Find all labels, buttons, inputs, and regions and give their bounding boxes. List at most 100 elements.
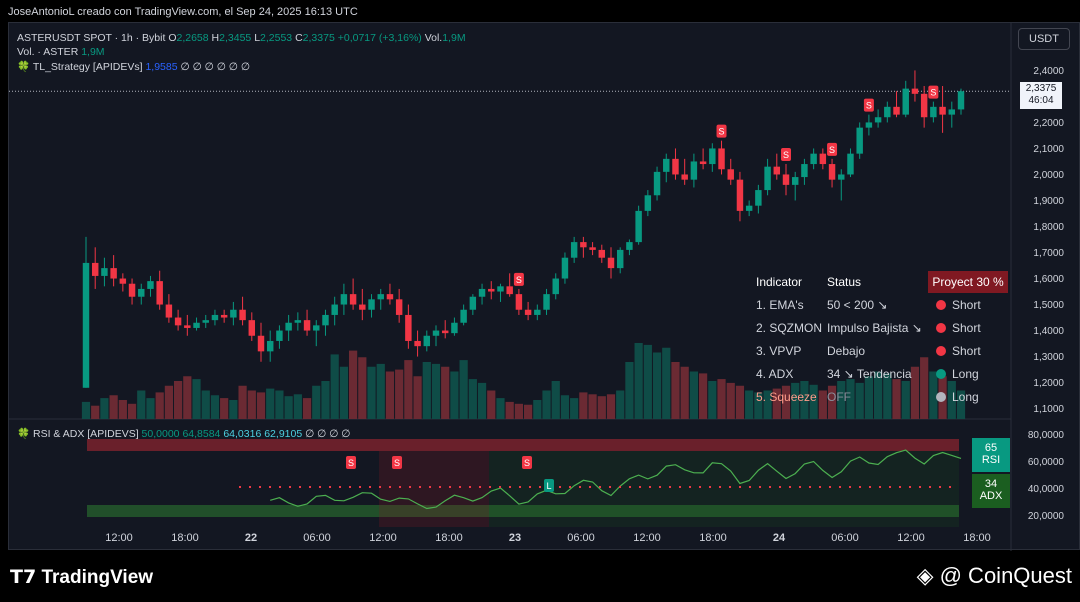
candle-body (524, 309, 532, 315)
currency-button[interactable]: USDT (1018, 28, 1070, 50)
volume-bar (247, 390, 256, 419)
volume-label[interactable]: Vol. · ASTER (17, 46, 79, 58)
vol-label: Vol. (424, 32, 443, 44)
volume-bar (671, 362, 680, 419)
volume-bar (210, 395, 220, 419)
volume-line-value: 1,9M (81, 46, 105, 58)
price-tick: 2,1000 (1033, 144, 1064, 155)
rsi-value-3: 64,0316 (223, 428, 262, 440)
sell-signal-marker (716, 124, 727, 138)
candle-body (101, 268, 108, 276)
strategy-label[interactable]: TL_Strategy [APIDEVs] (32, 61, 143, 73)
strategy-extra: ∅ ∅ ∅ ∅ ∅ ∅ (180, 61, 250, 73)
candle-body (220, 314, 228, 318)
sell-signal-marker (827, 142, 838, 156)
tradingview-logo: 𝗧𝟳 TradingView (10, 566, 153, 589)
rsi-badge: 65 RSI (972, 438, 1010, 472)
volume-bar (302, 398, 312, 419)
volume-bar (183, 376, 192, 419)
candle-body (764, 166, 771, 191)
strategy-value: 1,9585 (145, 61, 178, 73)
volume-bar (330, 354, 339, 419)
candle-body (745, 205, 753, 211)
volume-bar (680, 366, 689, 419)
candle-body (497, 286, 504, 292)
bar-countdown: 46:04 (1028, 95, 1054, 106)
rsi-legend: 🍀 RSI & ADX [APIDEVS] 50,0000 64,8584 64… (17, 427, 350, 440)
volume-bar (763, 390, 772, 419)
volume-value: 1,9M (442, 32, 466, 44)
candle-body (791, 177, 799, 185)
chart-panel[interactable]: ASTERUSDT SPOT · 1h · Bybit O2,2658 H2,3… (8, 22, 1080, 551)
osc-signal-marker (544, 479, 554, 492)
osc-signal-marker (392, 456, 402, 469)
volume-bar (597, 396, 606, 419)
sell-signal-marker (863, 98, 874, 112)
volume-bar (708, 381, 717, 419)
signal-dot-icon (936, 346, 946, 356)
row-status: Impulso Bajista ↘ (827, 321, 922, 335)
volume-bar (551, 381, 560, 419)
candle-body (727, 169, 734, 180)
row-indicator: 5. Squeeze (756, 390, 817, 404)
volume-bar (524, 404, 533, 419)
price-chart-svg[interactable]: S S S S S S S S S L (9, 23, 1080, 551)
candle-body (718, 148, 725, 170)
coinquest-logo-icon: ◈ (916, 563, 940, 588)
author-line: JoseAntonioL creado con TradingView.com,… (8, 6, 358, 18)
candle-body (663, 158, 670, 172)
rsi-label[interactable]: RSI & ADX [APIDEVS] (33, 428, 139, 440)
candle-body (893, 106, 900, 115)
volume-bar (616, 390, 625, 419)
candle-body (580, 242, 587, 248)
rsi-value-1: 50,0000 (141, 428, 180, 440)
candle-body (395, 299, 403, 315)
signal-dot-icon (936, 392, 946, 402)
sell-signal-label: S (866, 101, 872, 111)
volume-bar (846, 379, 855, 419)
time-tick: 12:00 (105, 532, 133, 544)
volume-bar (155, 392, 164, 419)
row-status: Debajo (827, 344, 866, 358)
c-label: C (295, 32, 303, 44)
candle-body (184, 325, 191, 328)
table-row: 5. Squeeze OFF Long (750, 386, 1008, 409)
sell-signal-label: S (516, 275, 522, 285)
price-tick: 1,4000 (1033, 326, 1064, 337)
price-tick: 1,7000 (1033, 248, 1064, 259)
volume-bar (781, 385, 791, 419)
candle-body (266, 340, 274, 352)
row-status: 34 ↘ Tendencia (827, 367, 912, 381)
time-tick: 18:00 (435, 532, 463, 544)
table-row: 2. SQZMON Impulso Bajista ↘ Short (750, 317, 1008, 340)
candle-body (884, 106, 891, 118)
candle-body (230, 309, 237, 318)
o-label: O (168, 32, 177, 44)
volume-bar (349, 350, 358, 419)
strategy-icon: 🍀 (17, 61, 31, 73)
signal-text: Long (952, 367, 979, 381)
candle-body (451, 322, 458, 334)
volume-bar (450, 371, 459, 419)
candle-body (865, 122, 873, 128)
volume-bar (947, 381, 956, 419)
table-row: 1. EMA's 50 < 200 ↘ Short (750, 294, 1008, 317)
volume-bar (717, 379, 726, 419)
volume-bar (560, 395, 570, 419)
symbol-label[interactable]: ASTERUSDT SPOT · 1h · Bybit (17, 32, 166, 44)
candle-body (423, 335, 431, 347)
osc-signal-marker (522, 456, 532, 469)
rsi-badge-value: 65 (984, 442, 998, 454)
volume-bar (533, 400, 542, 419)
candle-body (847, 153, 854, 175)
volume-bar (413, 376, 422, 419)
tv-logo-icon: 𝗧𝟳 (10, 567, 42, 588)
volume-bar (901, 381, 910, 419)
candle-body (681, 174, 688, 180)
candle-body (616, 249, 624, 269)
candle-body (948, 109, 956, 115)
candle-body (313, 325, 320, 331)
volume-bar (625, 362, 634, 419)
time-tick: 06:00 (567, 532, 595, 544)
volume-bar (109, 395, 118, 419)
